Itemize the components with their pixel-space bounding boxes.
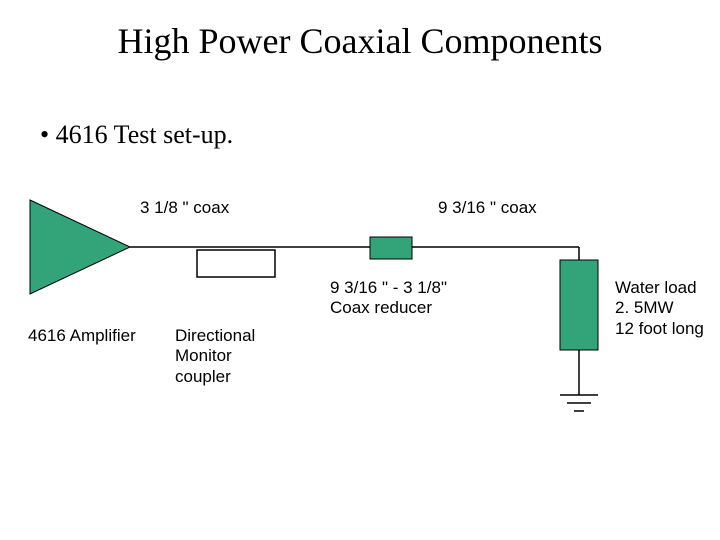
label-reducer-line2: Coax reducer	[330, 298, 432, 317]
directional-coupler-box	[197, 250, 275, 277]
label-coupler: Directional Monitor coupler	[175, 326, 255, 387]
label-reducer-line1: 9 3/16 " - 3 1/8"	[330, 278, 447, 297]
label-coax-2: 9 3/16 " coax	[438, 198, 537, 218]
label-load-line3: 12 foot long	[615, 319, 704, 338]
coax-reducer-box	[370, 237, 412, 259]
label-reducer: 9 3/16 " - 3 1/8" Coax reducer	[330, 278, 447, 319]
label-load-line1: Water load	[615, 278, 697, 297]
label-coupler-line3: coupler	[175, 367, 231, 386]
label-coupler-line1: Directional	[175, 326, 255, 345]
label-load-line2: 2. 5MW	[615, 298, 674, 317]
label-water-load: Water load 2. 5MW 12 foot long	[615, 278, 704, 339]
label-coupler-line2: Monitor	[175, 346, 232, 365]
amplifier-triangle	[30, 200, 130, 294]
label-coax-1: 3 1/8 " coax	[140, 198, 229, 218]
diagram-svg	[0, 0, 720, 540]
label-amplifier: 4616 Amplifier	[28, 326, 136, 346]
water-load-box	[560, 260, 598, 350]
